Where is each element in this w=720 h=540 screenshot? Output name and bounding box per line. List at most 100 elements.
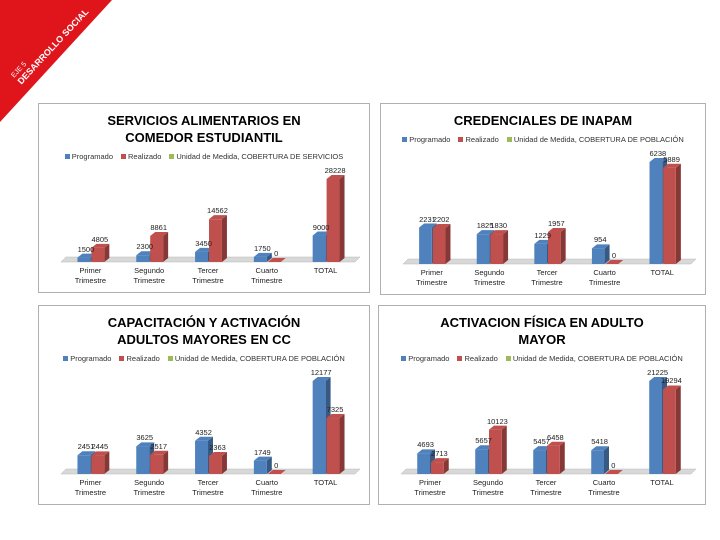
data-label: 21225 (647, 368, 669, 377)
data-label: 1749 (253, 447, 271, 457)
legend-item: Unidad de Medida, COBERTURA DE POBLACIÓN (505, 354, 683, 363)
bar-top (267, 470, 286, 474)
legend-item: Programado (401, 354, 449, 363)
bar (150, 235, 164, 262)
data-label: 2363 (209, 442, 226, 452)
x-tick-label: Cuarto Trimestre (251, 266, 283, 285)
data-label: 0 (274, 461, 279, 470)
bar-side (445, 223, 451, 264)
data-label: 0 (274, 249, 279, 258)
bar (91, 455, 105, 474)
bar (475, 449, 488, 474)
legend-label: Programado (409, 135, 451, 144)
data-label: 5418 (591, 437, 608, 447)
bar-top (150, 231, 169, 236)
bar-side (339, 175, 345, 262)
bar-top (548, 228, 566, 233)
banner-shape (0, 0, 112, 122)
bar-top (432, 223, 451, 228)
chart-title: ACTIVACION FÍSICA EN ADULTO MAYOR (440, 315, 644, 347)
chart-panel: ACTIVACION FÍSICA EN ADULTO MAYOR Program… (378, 305, 706, 505)
x-tick-label: Tercer Trimestre (192, 478, 224, 497)
bar-side (503, 230, 509, 264)
bar (432, 227, 446, 264)
bar-side (675, 385, 681, 474)
data-label: 0 (611, 461, 616, 470)
x-tick-label: Tercer Trimestre (530, 478, 562, 497)
bar-top (663, 385, 681, 390)
bar-top (533, 446, 551, 451)
bar-top (649, 158, 668, 162)
data-label: 2517 (150, 441, 167, 451)
x-tick-label: Primer Trimestre (74, 478, 107, 497)
bar (253, 460, 267, 474)
data-label: 2202 (432, 214, 450, 224)
bar-top (312, 231, 331, 236)
bar (195, 440, 208, 474)
plot-area (402, 158, 697, 265)
legend-item: Realizado (458, 135, 499, 144)
bar-top (649, 377, 667, 381)
bar-top (326, 414, 345, 419)
bar-top (209, 451, 227, 456)
data-label: 5657 (475, 436, 492, 446)
bar (77, 257, 91, 262)
data-label: 8861 (150, 222, 167, 232)
legend-item: Realizado (119, 354, 160, 363)
bar-top (489, 425, 507, 430)
bar-top (312, 377, 331, 381)
bar (663, 389, 676, 474)
bar-top (547, 441, 565, 446)
bar-top (77, 451, 96, 456)
bar-top (431, 458, 449, 463)
data-label: 1229 (534, 230, 551, 240)
bar (195, 251, 208, 262)
plot: Primer Trimestre 1500 4805 Segundo Trimestr… (39, 161, 369, 292)
bar-side (221, 215, 227, 262)
legend-label: Realizado (464, 354, 498, 363)
bar (326, 179, 340, 262)
bar (476, 234, 490, 264)
data-label: 9000 (312, 222, 330, 232)
bar (150, 454, 164, 474)
legend: Programado Realizado Unidad de Medida, COB… (39, 152, 369, 161)
bar-side (266, 252, 272, 262)
data-label: 4352 (195, 427, 212, 437)
data-label: 1750 (253, 243, 271, 253)
bar-top (475, 445, 493, 450)
legend-swatch (119, 356, 125, 361)
x-tick-label: Cuarto Trimestre (588, 268, 621, 287)
bar-side (443, 458, 449, 474)
legend-label: Realizado (465, 135, 499, 144)
bar (591, 248, 605, 264)
data-label: 0 (611, 251, 617, 260)
data-label: 5889 (663, 154, 680, 164)
legend-swatch (505, 356, 511, 361)
data-label: 1830 (490, 221, 508, 231)
data-label: 4693 (417, 440, 434, 450)
legend-label: Unidad de Medida, COBERTURA DE POBLACIÓN (513, 135, 684, 144)
bar (77, 455, 91, 474)
bar (649, 162, 663, 264)
x-tick-label: Primer Trimestre (414, 478, 446, 497)
legend-label: Programado (408, 354, 450, 363)
legend-swatch (401, 356, 407, 361)
bar-top (136, 251, 155, 256)
legend-item: Programado (63, 354, 111, 363)
legend-item: Unidad de Medida, COBERTURA DE POBLACIÓN (506, 135, 684, 144)
bar (663, 167, 676, 264)
data-label: 1825 (476, 221, 494, 231)
bar (649, 381, 662, 474)
bar-side (163, 231, 169, 262)
legend-label: Unidad de Medida, COBERTURA DE SERVICIOS (176, 152, 344, 161)
bar-top (253, 252, 272, 257)
data-label: 14562 (207, 206, 228, 216)
legend-swatch (167, 356, 173, 361)
legend-label: Realizado (126, 354, 160, 363)
legend-label: Programado (70, 354, 112, 363)
legend-label: Realizado (128, 152, 162, 161)
x-tick-label: TOTAL (650, 478, 674, 487)
x-tick-label: Cuarto Trimestre (588, 478, 620, 497)
legend-item: Realizado (121, 152, 161, 161)
x-tick-label: Cuarto Trimestre (251, 478, 283, 497)
